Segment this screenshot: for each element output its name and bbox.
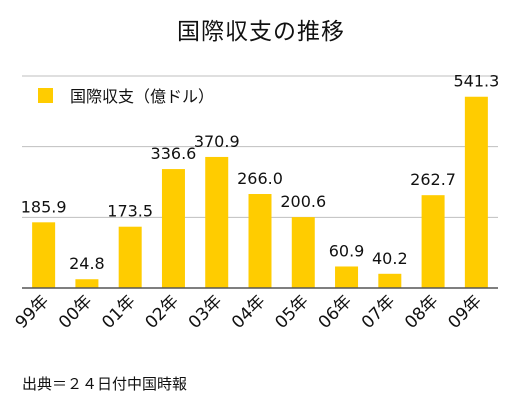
data-label: 370.9 — [194, 132, 240, 151]
chart-title: 国際収支の推移 — [177, 19, 345, 45]
legend-label: 国際収支（億ドル） — [70, 87, 214, 106]
bar — [248, 194, 272, 288]
x-tick-label: 07年 — [358, 291, 399, 332]
legend-swatch — [38, 88, 53, 103]
x-tick-label: 02年 — [142, 291, 183, 332]
x-tick-label: 04年 — [228, 291, 269, 332]
bar — [335, 266, 359, 288]
bar — [205, 156, 229, 288]
bar — [161, 169, 185, 288]
x-tick-label: 08年 — [401, 291, 442, 332]
data-label: 266.0 — [237, 169, 283, 188]
data-label: 24.8 — [69, 254, 105, 273]
data-label: 336.6 — [151, 144, 197, 163]
data-label: 40.2 — [372, 249, 408, 268]
bar — [378, 273, 402, 288]
x-tick-label: 01年 — [98, 291, 139, 332]
x-tick-label: 00年 — [55, 291, 96, 332]
data-label: 541.3 — [453, 72, 499, 91]
data-label: 262.7 — [410, 170, 456, 189]
data-label: 200.6 — [280, 192, 326, 211]
bar — [75, 279, 99, 288]
x-tick-label: 03年 — [185, 291, 226, 332]
x-tick-label: 05年 — [271, 291, 312, 332]
bar — [32, 222, 56, 288]
x-tick-label: 09年 — [444, 291, 485, 332]
bar — [118, 226, 142, 288]
bar — [291, 217, 315, 288]
data-label: 185.9 — [21, 197, 67, 216]
source-note: 出典＝２４日付中国時報 — [22, 375, 188, 393]
data-label: 173.5 — [107, 202, 153, 221]
bar — [464, 96, 488, 289]
x-tick-label: 99年 — [12, 291, 53, 332]
x-tick-label: 06年 — [315, 291, 356, 332]
bar — [421, 195, 445, 288]
data-label: 60.9 — [329, 241, 365, 260]
